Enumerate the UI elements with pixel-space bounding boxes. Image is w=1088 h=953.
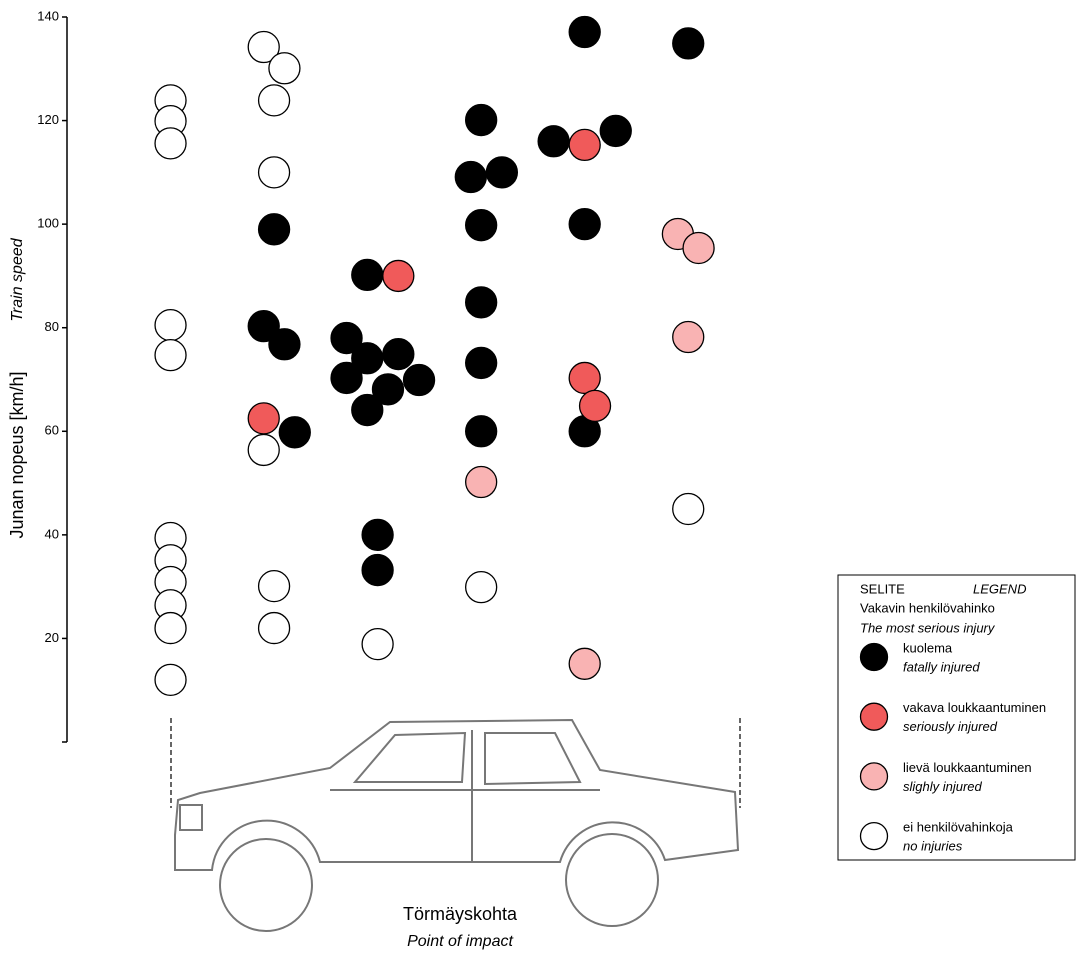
legend-marker (861, 763, 888, 790)
point (466, 105, 497, 136)
point (466, 287, 497, 318)
y-tick-label: 80 (45, 319, 59, 334)
point (486, 157, 517, 188)
point (683, 232, 714, 263)
point (569, 129, 600, 160)
point (259, 613, 290, 644)
point (362, 555, 393, 586)
point (538, 126, 569, 157)
point (248, 434, 279, 465)
point (600, 115, 631, 146)
x-axis-label: Törmäyskohta (403, 904, 518, 924)
legend-title: SELITE (860, 581, 905, 596)
point (259, 571, 290, 602)
point (331, 362, 362, 393)
point (466, 210, 497, 241)
legend-marker (861, 644, 888, 671)
point (155, 340, 186, 371)
point (569, 17, 600, 48)
point (580, 390, 611, 421)
point (155, 128, 186, 159)
point (569, 362, 600, 393)
point (155, 310, 186, 341)
legend-label: lievä loukkaantuminen (903, 760, 1032, 775)
car-illustration (171, 718, 740, 931)
point (569, 648, 600, 679)
legend-title-en: LEGEND (973, 581, 1026, 596)
legend-label: vakava loukkaantuminen (903, 700, 1046, 715)
y-tick-label: 60 (45, 423, 59, 438)
point (383, 339, 414, 370)
y-tick-label: 140 (37, 8, 59, 23)
point (383, 260, 414, 291)
point (569, 209, 600, 240)
point (362, 519, 393, 550)
legend-label-en: seriously injured (903, 719, 998, 734)
point (404, 365, 435, 396)
point (259, 85, 290, 116)
point (673, 493, 704, 524)
legend-label-en: no injuries (903, 839, 963, 854)
point (269, 53, 300, 84)
legend-subtitle-en: The most serious injury (860, 620, 996, 635)
point (673, 28, 704, 59)
y-axis-label: Junan nopeus [km/h] (7, 371, 27, 538)
point (466, 467, 497, 498)
point (259, 157, 290, 188)
y-axis-label-en: Train speed (9, 237, 26, 321)
y-tick-label: 100 (37, 216, 59, 231)
point (269, 329, 300, 360)
point (155, 613, 186, 644)
point (466, 416, 497, 447)
point (352, 395, 383, 426)
point (279, 417, 310, 448)
legend-label: kuolema (903, 640, 953, 655)
point (352, 259, 383, 290)
legend-label: ei henkilövahinkoja (903, 820, 1014, 835)
point (155, 664, 186, 695)
point (248, 403, 279, 434)
y-tick-label: 20 (45, 630, 59, 645)
point (673, 322, 704, 353)
y-tick-label: 120 (37, 112, 59, 127)
chart: Junan nopeus [km/h] Train speed Törmäysk… (0, 0, 1088, 953)
point (466, 572, 497, 603)
point (455, 162, 486, 193)
point (466, 347, 497, 378)
page: {"chart_data": { "type": "scatter", "y_l… (0, 0, 1088, 953)
legend-marker (861, 823, 888, 850)
y-tick-label: 40 (45, 526, 59, 541)
point (362, 629, 393, 660)
legend-label-en: slighly injured (903, 779, 983, 794)
legend-marker (861, 703, 888, 730)
point (259, 214, 290, 245)
x-axis-label-en: Point of impact (407, 933, 513, 950)
legend-label-en: fatally injured (903, 659, 980, 674)
legend-subtitle: Vakavin henkilövahinko (860, 600, 995, 615)
